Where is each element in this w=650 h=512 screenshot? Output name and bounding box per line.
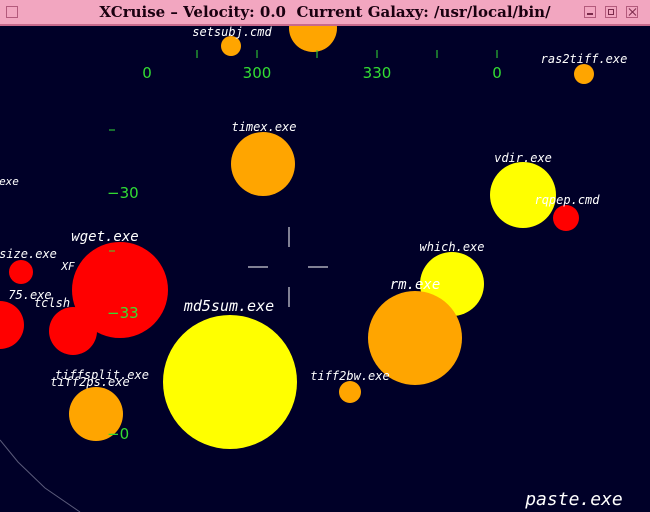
label-md5sum: md5sum.exe <box>183 297 274 315</box>
galaxy-view[interactable]: setsubj.cmd ras2tiff.exe timex.exe vdir.… <box>0 26 650 512</box>
galaxy-boundary-line <box>0 439 81 512</box>
pitch-scale: −30 −33 −0 <box>107 129 139 443</box>
heading-label: 300 <box>243 64 272 82</box>
crosshair-icon <box>248 227 328 307</box>
window-title: XCruise – Velocity: 0.0 Current Galaxy: … <box>99 3 551 21</box>
window-menu-icon[interactable] <box>6 6 18 18</box>
label-size: size.exe <box>0 247 57 261</box>
label-tiff2ps: tiff2ps.exe <box>50 375 129 389</box>
star-75[interactable] <box>0 301 24 349</box>
pitch-label: −30 <box>107 184 139 202</box>
star-wget[interactable] <box>72 242 168 338</box>
label-which: which.exe <box>419 240 484 254</box>
heading-label: 0 <box>492 64 502 82</box>
label-rm: rm.exe <box>390 277 441 293</box>
label-setsubj: setsubj.cmd <box>192 26 272 39</box>
title-bar[interactable]: XCruise – Velocity: 0.0 Current Galaxy: … <box>0 0 650 26</box>
maximize-icon[interactable] <box>605 6 617 18</box>
label-tiff2bw: tiff2bw.exe <box>310 369 389 383</box>
star-rm[interactable] <box>368 291 462 385</box>
heading-scale: 0 300 330 0 <box>142 50 502 82</box>
label-xf: XF <box>60 260 75 273</box>
star-size[interactable] <box>9 260 33 284</box>
star-ras2tiff[interactable] <box>574 64 594 84</box>
heading-label: 330 <box>363 64 392 82</box>
star-tiff2ps[interactable] <box>69 387 123 441</box>
star-offscreen-top[interactable] <box>289 26 337 52</box>
label-tiffsplit: tiffsplit.exe <box>55 368 149 382</box>
label-ras2tiff: ras2tiff.exe <box>541 52 628 66</box>
star-tiff2bw[interactable] <box>339 381 361 403</box>
label-paste: paste.exe <box>524 489 623 510</box>
label-tclsh: tclsh <box>34 296 70 310</box>
pitch-label: −33 <box>107 304 139 322</box>
heading-label: 0 <box>142 64 152 82</box>
label-vdir: vdir.exe <box>494 151 552 165</box>
minimize-icon[interactable] <box>584 6 596 18</box>
star-setsubj[interactable] <box>221 36 241 56</box>
label-75: 75.exe <box>8 288 51 302</box>
label-wget: wget.exe <box>71 229 138 245</box>
label-rqpep: rqpep.cmd <box>534 193 600 207</box>
close-icon[interactable] <box>626 6 638 18</box>
galaxy-canvas[interactable]: setsubj.cmd ras2tiff.exe timex.exe vdir.… <box>0 26 650 512</box>
star-md5sum[interactable] <box>163 315 297 449</box>
pitch-label: −0 <box>107 425 129 443</box>
label-exe-offscreen: exe <box>0 175 19 188</box>
label-timex: timex.exe <box>231 120 296 134</box>
star-tclsh[interactable] <box>49 307 97 355</box>
star-rqpep[interactable] <box>553 205 579 231</box>
star-timex[interactable] <box>231 132 295 196</box>
star-vdir[interactable] <box>490 162 556 228</box>
